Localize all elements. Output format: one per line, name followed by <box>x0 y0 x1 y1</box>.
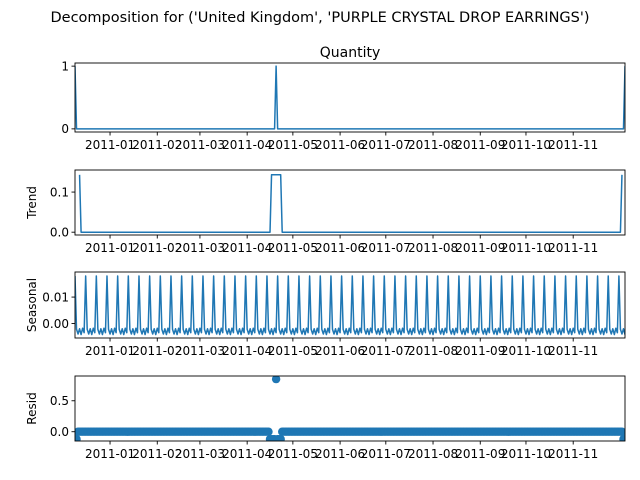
x-tick-label: 2011-04 <box>222 344 272 358</box>
series-line <box>75 65 625 130</box>
y-tick-label: 0.01 <box>42 290 69 304</box>
x-tick-label: 2011-05 <box>268 447 318 461</box>
x-tick-label: 2011-10 <box>501 138 551 152</box>
x-tick-label: 2011-07 <box>361 447 411 461</box>
panel-2: Trend0.00.12011-012011-022011-032011-042… <box>25 169 626 255</box>
y-axis-label: Resid <box>25 392 39 424</box>
x-tick-label: 2011-05 <box>268 241 318 255</box>
resid-point <box>75 434 81 441</box>
panel-3: Seasonal 0.000.012011-012011-022011-03201… <box>25 271 626 358</box>
figure-suptitle: Decomposition for ('United Kingdom', 'PU… <box>51 10 590 26</box>
axes-frame <box>74 62 626 133</box>
x-tick-label: 2011-08 <box>408 447 458 461</box>
x-tick-label: 2011-04 <box>222 138 272 152</box>
x-tick-label: 2011-04 <box>222 447 272 461</box>
x-tick-label: 2011-07 <box>361 344 411 358</box>
resid-markers <box>75 376 625 441</box>
x-tick-label: 2011-03 <box>175 138 225 152</box>
x-tick-label: 2011-10 <box>501 447 551 461</box>
resid-point <box>264 427 273 436</box>
x-tick-label: 2011-06 <box>315 138 365 152</box>
x-tick-label: 2011-02 <box>132 241 182 255</box>
x-tick-label: 2011-11 <box>548 344 598 358</box>
x-tick-label: 2011-04 <box>222 241 272 255</box>
x-tick-label: 2011-11 <box>548 241 598 255</box>
x-tick-label: 2011-07 <box>361 138 411 152</box>
y-axis-label: Trend <box>25 186 39 220</box>
x-tick-label: 2011-05 <box>268 138 318 152</box>
y-tick-label: 0.0 <box>50 225 69 239</box>
y-axis-label: Seasonal <box>25 278 39 332</box>
x-tick-label: 2011-11 <box>548 138 598 152</box>
x-tick-label: 2011-10 <box>501 241 551 255</box>
x-tick-label: 2011-09 <box>455 241 505 255</box>
y-tick-label: 0.1 <box>50 185 69 199</box>
series-line <box>75 275 625 336</box>
x-tick-label: 2011-07 <box>361 241 411 255</box>
x-tick-label: 2011-02 <box>132 138 182 152</box>
resid-point <box>271 376 281 384</box>
panel-title: Quantity <box>320 45 381 61</box>
panel-4: Resid0.00.52011-012011-022011-032011-042… <box>25 375 626 461</box>
x-tick-label: 2011-08 <box>408 138 458 152</box>
x-tick-label: 2011-10 <box>501 344 551 358</box>
axes-frame <box>74 271 626 339</box>
x-tick-label: 2011-01 <box>85 344 135 358</box>
y-tick-label: 0.00 <box>42 317 69 331</box>
x-tick-label: 2011-06 <box>315 241 365 255</box>
panel-1: Quantity012011-012011-022011-032011-0420… <box>61 45 626 152</box>
x-tick-label: 2011-03 <box>175 241 225 255</box>
x-tick-label: 2011-01 <box>85 447 135 461</box>
x-tick-label: 2011-08 <box>408 344 458 358</box>
x-tick-label: 2011-06 <box>315 447 365 461</box>
x-tick-label: 2011-11 <box>548 447 598 461</box>
x-tick-label: 2011-02 <box>132 344 182 358</box>
axes-frame <box>74 375 626 442</box>
y-tick-label: 0.5 <box>50 394 69 408</box>
resid-point <box>620 434 625 441</box>
x-tick-label: 2011-09 <box>455 138 505 152</box>
x-tick-label: 2011-09 <box>455 344 505 358</box>
series-line <box>78 174 623 233</box>
axes-frame <box>74 169 626 236</box>
x-tick-label: 2011-03 <box>175 447 225 461</box>
panels: Quantity012011-012011-022011-032011-0420… <box>25 45 626 461</box>
y-tick-label: 1 <box>61 59 69 73</box>
y-tick-label: 0.0 <box>50 425 69 439</box>
x-tick-label: 2011-09 <box>455 447 505 461</box>
y-tick-label: 0 <box>61 122 69 136</box>
x-tick-label: 2011-03 <box>175 344 225 358</box>
x-tick-label: 2011-01 <box>85 241 135 255</box>
x-tick-label: 2011-06 <box>315 344 365 358</box>
resid-point <box>276 434 285 441</box>
x-tick-label: 2011-02 <box>132 447 182 461</box>
x-tick-label: 2011-05 <box>268 344 318 358</box>
resid-point <box>617 427 625 436</box>
x-tick-label: 2011-08 <box>408 241 458 255</box>
x-tick-label: 2011-01 <box>85 138 135 152</box>
